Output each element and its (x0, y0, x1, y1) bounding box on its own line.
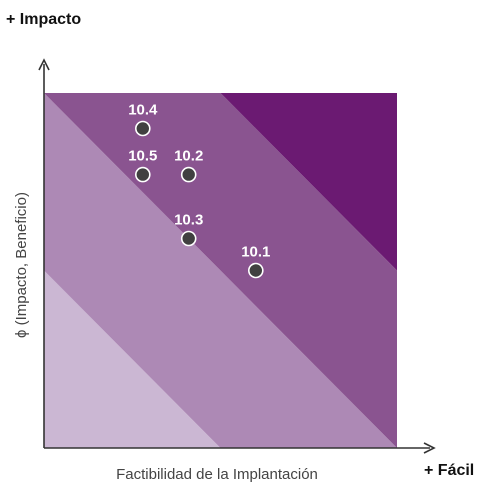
point-10-5 (135, 166, 151, 183)
point-10-4 (135, 120, 151, 137)
y-axis-title: ϕ (Impacto, Beneficio) (13, 192, 30, 338)
y-axis-arrow (38, 58, 50, 71)
point-label-10-5: 10.5 (128, 148, 157, 165)
point-10-3 (180, 230, 197, 247)
axes (38, 58, 436, 454)
point-10-1 (248, 262, 264, 279)
x-axis-arrow (423, 442, 436, 454)
data-points: 10.4 10.5 10.2 10.3 10.1 (128, 102, 270, 279)
point-label-10-3: 10.3 (174, 212, 203, 229)
y-axis-end-label: + Impacto (6, 11, 81, 28)
point-label-10-1: 10.1 (241, 244, 270, 261)
x-axis-title: Factibilidad de la Implantación (116, 466, 318, 483)
priority-bands (44, 93, 397, 448)
point-label-10-2: 10.2 (174, 148, 203, 165)
x-axis-end-label: + Fácil (424, 462, 474, 479)
point-10-2 (180, 166, 197, 183)
point-label-10-4: 10.4 (128, 102, 158, 119)
priority-band-4 (220, 93, 397, 271)
